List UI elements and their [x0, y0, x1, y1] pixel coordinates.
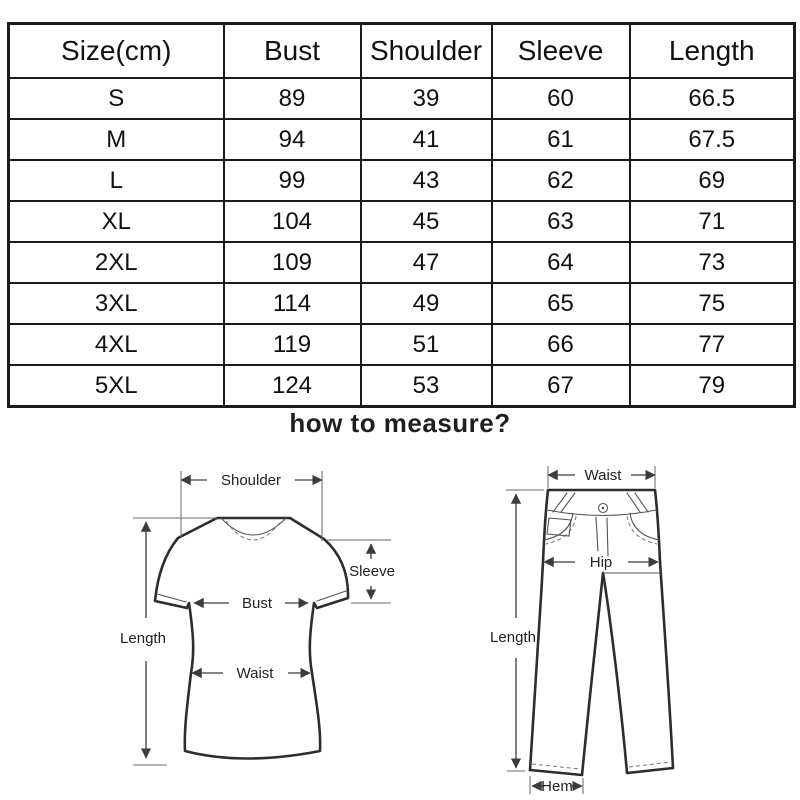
right-pocket-stitch — [626, 515, 658, 545]
bust-measure-arrow: Bust — [193, 595, 309, 612]
shoulder-cell: 39 — [359, 77, 493, 120]
shoulder-cell: 49 — [359, 282, 493, 325]
size-cell: L — [7, 159, 225, 202]
column-header-bust: Bust — [222, 22, 362, 79]
column-header-length: Length — [628, 22, 796, 79]
right-hem-stitch — [628, 761, 672, 768]
left-belt-loop — [552, 492, 576, 513]
size-cell: XL — [7, 200, 225, 243]
length-cell: 67.5 — [628, 118, 796, 161]
length-cell: 69 — [628, 159, 796, 202]
table-row: 4XL 119 51 66 77 — [7, 323, 796, 366]
sleeve-cell: 65 — [490, 282, 631, 325]
waist-label: Waist — [585, 467, 623, 484]
length-label: Length — [120, 630, 166, 647]
shoulder-cell: 47 — [359, 241, 493, 284]
sleeve-label: Sleeve — [349, 563, 395, 580]
sleeve-cell: 60 — [490, 77, 631, 120]
size-chart-table: Size(cm) Bust Shoulder Sleeve Length S 8… — [7, 22, 796, 408]
hip-label: Hip — [590, 554, 613, 571]
sleeve-cell: 64 — [490, 241, 631, 284]
table-row: 5XL 124 53 67 79 — [7, 364, 796, 408]
column-header-shoulder: Shoulder — [359, 22, 493, 79]
shoulder-cell: 51 — [359, 323, 493, 366]
table-row: L 99 43 62 69 — [7, 159, 796, 202]
sleeve-cell: 63 — [490, 200, 631, 243]
bust-cell: 99 — [222, 159, 362, 202]
right-cuff-line — [316, 590, 347, 602]
bust-label: Bust — [242, 595, 273, 612]
size-cell: S — [7, 77, 225, 120]
bust-cell: 114 — [222, 282, 362, 325]
left-pocket-stitch — [545, 515, 577, 545]
bust-cell: 124 — [222, 364, 362, 408]
button-dot — [601, 506, 605, 510]
left-cuff-line — [156, 593, 187, 603]
table-row: 3XL 114 49 65 75 — [7, 282, 796, 325]
section-title: how to measure? — [289, 408, 511, 438]
bust-cell: 89 — [222, 77, 362, 120]
bust-cell: 119 — [222, 323, 362, 366]
table-row: 2XL 109 47 64 73 — [7, 241, 796, 284]
bust-cell: 104 — [222, 200, 362, 243]
hem-measure-arrow: Hem — [529, 776, 584, 795]
sleeve-measure-arrow: Sleeve — [326, 539, 395, 604]
table-row: M 94 41 61 67.5 — [7, 118, 796, 161]
length-cell: 75 — [628, 282, 796, 325]
sleeve-cell: 66 — [490, 323, 631, 366]
button-icon — [597, 502, 609, 514]
size-cell: M — [7, 118, 225, 161]
shoulder-label: Shoulder — [221, 472, 281, 489]
shoulder-cell: 41 — [359, 118, 493, 161]
tshirt-outline — [153, 516, 350, 760]
shoulder-measure-arrow: Shoulder — [180, 471, 323, 541]
sleeve-cell: 62 — [490, 159, 631, 202]
length-label: Length — [490, 629, 536, 646]
table-row: S 89 39 60 66.5 — [7, 77, 796, 120]
right-belt-loop — [626, 492, 649, 513]
table-row: XL 104 45 63 71 — [7, 200, 796, 243]
table-header-row: Size(cm) Bust Shoulder Sleeve Length — [7, 22, 796, 79]
collar-stitch-line — [225, 520, 282, 541]
hip-measure-arrow: Hip — [543, 554, 659, 571]
size-cell: 2XL — [7, 241, 225, 284]
length-cell: 77 — [628, 323, 796, 366]
bust-cell: 109 — [222, 241, 362, 284]
length-cell: 79 — [628, 364, 796, 408]
tshirt-diagram: Shoulder Sleeve Bust Waist Length — [120, 471, 395, 766]
column-header-size: Size(cm) — [7, 22, 225, 79]
waist-measure-arrow: Waist — [191, 665, 311, 682]
sleeve-cell: 67 — [490, 364, 631, 408]
shoulder-cell: 43 — [359, 159, 493, 202]
left-hem-stitch — [531, 763, 581, 770]
length-measure-arrow: Length — [120, 517, 217, 766]
shoulder-cell: 45 — [359, 200, 493, 243]
size-cell: 4XL — [7, 323, 225, 366]
waist-label: Waist — [237, 665, 275, 682]
length-measure-arrow: Length — [490, 489, 544, 772]
left-pocket-line — [543, 512, 574, 541]
pants-outline — [528, 488, 675, 777]
length-cell: 66.5 — [628, 77, 796, 120]
shoulder-cell: 53 — [359, 364, 493, 408]
pants-diagram: Waist Hip Length Hem — [490, 466, 675, 795]
size-cell: 5XL — [7, 364, 225, 408]
length-cell: 73 — [628, 241, 796, 284]
hem-label: Hem — [541, 778, 573, 795]
length-cell: 71 — [628, 200, 796, 243]
fly-lines — [595, 516, 609, 557]
waistband-line — [546, 509, 657, 517]
coin-pocket — [546, 517, 572, 537]
waist-measure-arrow: Waist — [547, 466, 656, 488]
sleeve-cell: 61 — [490, 118, 631, 161]
right-pocket-line — [629, 512, 660, 541]
bust-cell: 94 — [222, 118, 362, 161]
column-header-sleeve: Sleeve — [490, 22, 631, 79]
size-cell: 3XL — [7, 282, 225, 325]
collar-line — [220, 517, 287, 536]
